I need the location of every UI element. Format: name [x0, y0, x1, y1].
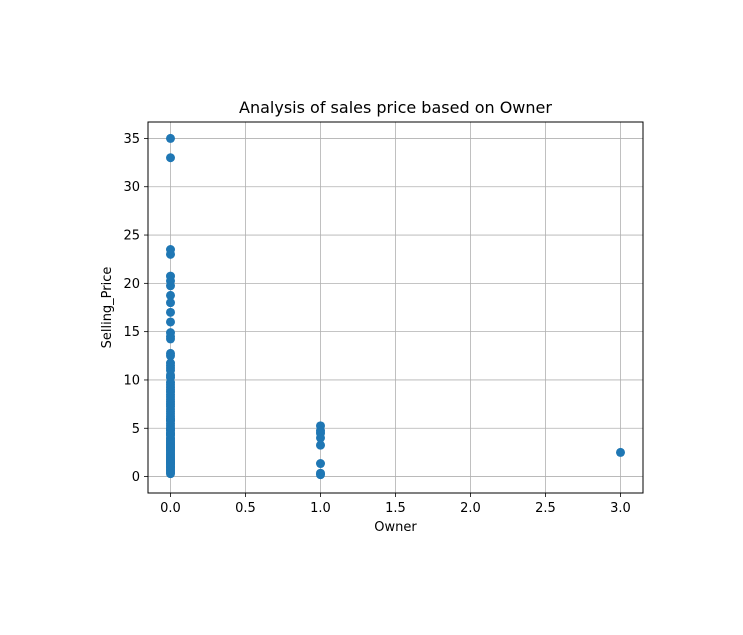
data-point: [166, 317, 175, 327]
x-tick-label: 2.0: [460, 501, 481, 516]
data-point: [166, 298, 175, 308]
data-point: [166, 290, 175, 300]
y-axis-title: Selling_Price: [100, 267, 115, 349]
y-tick-label: 10: [123, 373, 140, 388]
y-tick-label: 25: [123, 229, 140, 244]
x-tick-label: 3.0: [610, 501, 631, 516]
x-tick-label: 0.0: [160, 501, 181, 516]
data-point: [316, 440, 325, 450]
y-tick-label: 20: [123, 277, 140, 292]
x-tick-label: 1.5: [385, 501, 406, 516]
data-point: [316, 459, 325, 469]
x-tick-label: 1.0: [310, 501, 331, 516]
x-axis-title: Owner: [374, 520, 417, 535]
data-point: [166, 153, 175, 163]
x-tick-label: 0.5: [235, 501, 256, 516]
grid-layer: [148, 122, 643, 493]
data-point: [166, 249, 175, 259]
y-tick-label: 30: [123, 180, 140, 195]
data-point: [616, 447, 625, 457]
y-tick-label: 5: [132, 422, 140, 437]
points-layer: [166, 133, 625, 480]
data-point: [316, 470, 325, 480]
ticks-layer: 0.0 0.5 1.0 1.5 2.0 2.5 3.0 0 5 10 15 20 25 30 35: [123, 132, 630, 516]
x-tick-label: 2.5: [535, 501, 556, 516]
y-tick-label: 15: [123, 325, 140, 340]
data-point: [316, 433, 325, 443]
data-point: [166, 469, 175, 479]
y-tick-label: 0: [132, 470, 140, 485]
data-point: [166, 334, 175, 344]
chart-title: Analysis of sales price based on Owner: [239, 98, 552, 117]
data-point: [166, 281, 175, 291]
data-point: [166, 133, 175, 143]
y-tick-label: 35: [123, 132, 140, 147]
data-point: [166, 351, 175, 361]
data-point: [166, 307, 175, 317]
